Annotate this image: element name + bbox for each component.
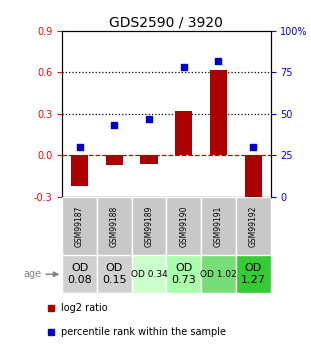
Bar — [97, 197, 132, 255]
Text: log2 ratio: log2 ratio — [61, 303, 108, 313]
Text: OD 0.34: OD 0.34 — [131, 270, 167, 279]
Text: OD 1.02: OD 1.02 — [200, 270, 237, 279]
Bar — [97, 255, 132, 293]
Bar — [236, 197, 271, 255]
Point — [181, 65, 186, 70]
Point — [112, 123, 117, 128]
Bar — [140, 155, 158, 164]
Bar — [166, 197, 201, 255]
Bar — [71, 155, 88, 186]
Bar — [244, 155, 262, 197]
Text: age: age — [24, 269, 42, 279]
Text: GSM99191: GSM99191 — [214, 205, 223, 247]
Point — [216, 58, 221, 63]
Point — [251, 144, 256, 150]
Point — [146, 116, 151, 121]
Text: OD
1.27: OD 1.27 — [241, 264, 266, 285]
Bar — [62, 197, 97, 255]
Bar — [210, 70, 227, 155]
Text: OD
0.15: OD 0.15 — [102, 264, 127, 285]
Text: GSM99187: GSM99187 — [75, 205, 84, 247]
Text: OD
0.08: OD 0.08 — [67, 264, 92, 285]
Bar — [132, 197, 166, 255]
Bar — [106, 155, 123, 165]
Bar — [62, 255, 97, 293]
Bar — [236, 255, 271, 293]
Text: GSM99188: GSM99188 — [110, 205, 119, 247]
Point — [77, 144, 82, 150]
Text: percentile rank within the sample: percentile rank within the sample — [61, 327, 226, 337]
Title: GDS2590 / 3920: GDS2590 / 3920 — [109, 16, 223, 30]
Bar — [175, 111, 193, 155]
Text: GSM99190: GSM99190 — [179, 205, 188, 247]
Bar — [201, 255, 236, 293]
Text: GSM99192: GSM99192 — [249, 205, 258, 247]
Text: GSM99189: GSM99189 — [145, 205, 154, 247]
Bar — [132, 255, 166, 293]
Text: OD
0.73: OD 0.73 — [171, 264, 196, 285]
Bar — [166, 255, 201, 293]
Bar — [201, 197, 236, 255]
